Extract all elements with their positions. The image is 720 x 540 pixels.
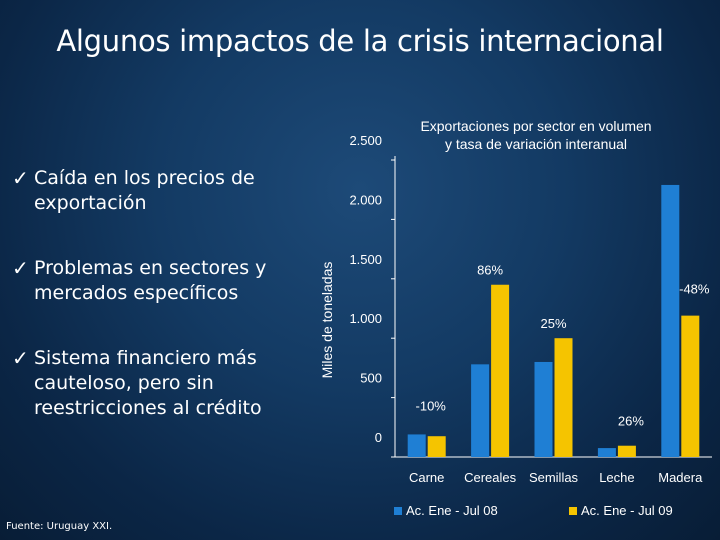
bar [471,364,490,457]
bullet-text: Caída en los precios de exportación [34,166,294,216]
legend-label: Ac. Ene - Jul 08 [406,503,498,518]
legend-swatch [394,507,402,515]
bar [554,338,573,457]
chart-labels: Carne -10% Cereales 86% Semillas 25% Leche 26% M… [409,263,710,485]
y-tick-label: 1.500 [349,252,382,267]
chart-title-line: y tasa de variación interanual [445,136,627,152]
bar [681,315,700,457]
bar [617,445,636,457]
slide-title: Algunos impactos de la crisis internacio… [56,24,664,58]
bullet-line: reestricciones al crédito [34,397,262,419]
bullet-line: Caída en los precios de [34,167,255,189]
y-tick-label: 0 [375,430,382,445]
bar [534,361,553,457]
chart-legend: Ac. Ene - Jul 08 Ac. Ene - Jul 09 [394,503,673,518]
y-tick-label: 2.500 [349,133,382,148]
x-tick-label: Madera [658,470,703,485]
checkmark-icon: ✓ [12,346,29,370]
change-label: -48% [679,282,710,297]
bullet-line: mercados específicos [34,282,239,304]
checkmark-icon: ✓ [12,256,29,280]
y-axis-label: Miles de toneladas [319,262,335,379]
change-label: 86% [477,263,503,278]
x-tick-label: Semillas [529,470,579,485]
bar [427,436,446,457]
change-label: -10% [416,398,447,413]
y-tick-label: 2.000 [349,192,382,207]
bar [661,184,680,457]
x-tick-label: Leche [599,470,634,485]
bar [491,284,510,457]
bullet-text: Problemas en sectores y mercados específ… [34,256,294,306]
x-tick-label: Cereales [464,470,517,485]
bar [597,448,616,457]
change-label: 25% [540,316,566,331]
chart-title-line: Exportaciones por sector en volumen [420,118,651,134]
bullet-line: Problemas en sectores y [34,257,267,279]
chart-bars [407,184,700,457]
legend-swatch [569,507,577,515]
change-label: 26% [618,414,644,429]
x-tick-label: Carne [409,470,444,485]
bar [407,434,426,457]
y-tick-label: 1.000 [349,311,382,326]
checkmark-icon: ✓ [12,166,29,190]
bullet-line: Sistema financiero más [34,347,257,369]
legend-label: Ac. Ene - Jul 09 [581,503,673,518]
source-note: Fuente: Uruguay XXI. [6,521,113,532]
bullet-line: cauteloso, pero sin [34,372,214,394]
bullet-line: exportación [34,192,147,214]
y-tick-label: 500 [360,371,382,386]
bullet-text: Sistema financiero más cauteloso, pero s… [34,346,294,421]
chart-axes: 0 500 1.000 1.500 2.000 2.500 [349,133,712,458]
